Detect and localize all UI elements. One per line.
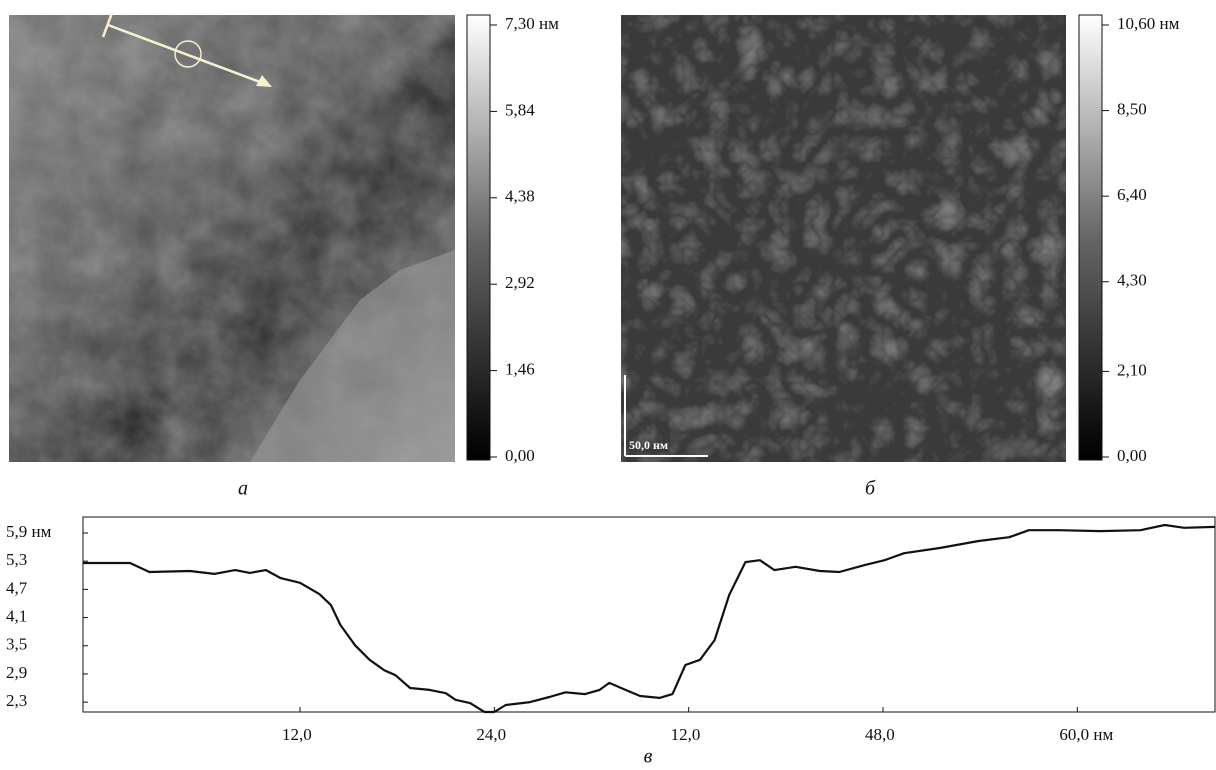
afm-image-a	[9, 13, 455, 462]
y-tick-label: 4,1	[6, 606, 27, 625]
colorbar-tick-label: 2,92	[505, 273, 535, 292]
colorbar-tick-label: 2,10	[1117, 360, 1147, 379]
colorbar-tick-label: 1,46	[505, 360, 535, 379]
y-tick-label: 2,3	[6, 691, 27, 710]
y-tick-label: 2,9	[6, 663, 27, 682]
y-tick-label: 3,5	[6, 635, 27, 654]
colorbar-tick-label: 6,40	[1117, 185, 1147, 204]
colorbar	[1079, 15, 1102, 460]
profile-line	[83, 525, 1215, 712]
colorbar-tick-label: 10,60 нм	[1117, 14, 1180, 33]
x-tick-label: 12,0	[671, 725, 701, 744]
x-tick-label: 48,0	[865, 725, 895, 744]
colorbar	[467, 15, 490, 460]
y-tick-label: 5,9 нм	[6, 522, 52, 541]
x-tick-label: 60,0 нм	[1059, 725, 1113, 744]
afm-image-b: 50,0 нм	[621, 15, 1066, 462]
panel-caption: б	[865, 478, 876, 500]
panel-caption: в	[644, 746, 653, 768]
colorbar-tick-label: 4,30	[1117, 271, 1147, 290]
x-tick-label: 12,0	[282, 725, 312, 744]
y-tick-label: 4,7	[6, 578, 28, 597]
colorbar-tick-label: 4,38	[505, 187, 535, 206]
scale-bar-label: 50,0 нм	[629, 438, 668, 452]
y-tick-label: 5,3	[6, 550, 27, 569]
x-tick-label: 24,0	[476, 725, 506, 744]
colorbar-tick-label: 5,84	[505, 100, 535, 119]
colorbar-tick-label: 8,50	[1117, 99, 1147, 118]
figure: 50,0 нм 7,30 нм 5,84 4,38 2,92 1,46 0,00 а 10,6…	[0, 0, 1216, 770]
colorbar-tick-label: 0,00	[1117, 446, 1147, 465]
panel-caption: а	[238, 478, 248, 500]
colorbar-tick-label: 0,00	[505, 446, 535, 465]
colorbar-tick-label: 7,30 нм	[505, 14, 559, 33]
plot-frame	[83, 517, 1215, 712]
